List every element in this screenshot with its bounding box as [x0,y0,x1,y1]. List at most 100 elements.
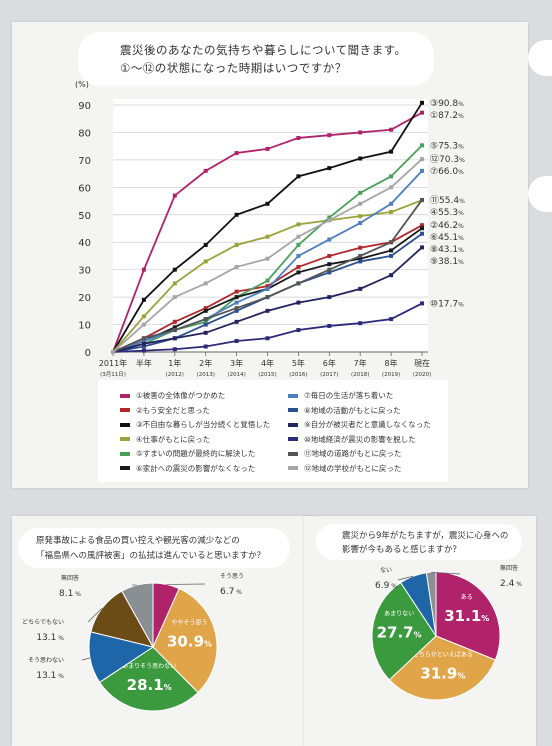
x-tick-label: 3年 [230,358,243,368]
x-tick-sublabel: (2016) [289,372,307,378]
x-tick-label: 半年 [136,358,152,368]
data-point [235,290,239,294]
data-point [296,281,300,285]
data-point [204,243,208,247]
series-marker: ① [430,111,438,121]
legend-entry: ⑦ 毎日の生活が落ち着いた [288,390,393,401]
question-text: 原発事故による食品の買い控えや観光客の減少などの [36,534,240,546]
legend-marker: ⑥ [136,464,143,473]
end-value-label: ⑪55.4% [430,195,465,206]
data-point [266,147,270,151]
legend-marker: ⑨ [304,420,311,429]
legend-entry: ② もう安全だと思った [120,405,210,416]
data-point [420,232,424,236]
data-point [266,295,270,299]
data-point [142,323,146,327]
legend-entry: ④ 仕事がもとに戻った [120,434,210,445]
data-point [296,270,300,274]
unit-label: % [458,210,464,217]
series-end-value: 46.2 [438,221,458,231]
series-end-value: 17.7 [438,299,458,309]
data-point [420,245,424,249]
end-value-label: ③90.8% [430,99,464,109]
legend-entry: ⑤ すまいの問題が最終的に解決した [120,448,255,459]
legend-label: 地域の学校がもとに戻った [312,463,402,474]
data-point [204,169,208,173]
x-tick-sublabel: (2017) [320,372,338,378]
unit-label: % [459,198,465,205]
legend-swatch [288,452,298,456]
y-tick-label: 70 [78,156,91,167]
legend-marker: ③ [136,420,143,429]
legend-marker: ② [136,406,143,415]
data-point [235,320,239,324]
legend-label: 地域の活動がもとに戻った [311,405,401,416]
data-point [389,254,393,258]
legend-label: もう安全だと思った [143,405,210,416]
question-text: 影響が今もあると感じますか？ [342,543,461,555]
x-tick-sublabel: (2018) [351,372,369,378]
data-point [235,306,239,310]
series-end-value: 43.1 [438,245,458,255]
y-tick-label: 40 [78,238,91,249]
series-marker: ⑥ [430,233,438,243]
unit-label: % [458,169,464,176]
series-marker: ⑩ [430,299,438,309]
series-end-value: 70.3 [439,155,459,165]
data-point [266,257,270,261]
series-end-value: 90.8 [438,99,458,109]
data-point [142,268,146,272]
series-marker: ② [430,221,438,231]
question-text: 「福島県への風評被害」の払拭は進んでいると思いますか？ [36,549,265,561]
data-point [327,166,331,170]
y-axis-label: (%) [75,80,89,89]
series-marker: ⑧ [430,245,438,255]
data-point [358,246,362,250]
data-point [358,130,362,134]
data-point [266,287,270,291]
x-tick-label: 5年 [292,358,305,368]
unit-label: % [458,259,464,266]
legend-label: 地域の道路がもとに戻った [312,448,402,459]
legend-swatch [288,423,298,427]
data-point [296,243,300,247]
data-point [358,191,362,195]
legend-entry: ⑩ 地域経済が震災の影響を脱した [288,434,416,445]
unit-label: % [458,223,464,230]
data-point [420,169,424,173]
legend-swatch [120,466,130,470]
data-point [266,279,270,283]
question-bubble-3: 震災から9年がたちますが，震災に心身への 影響が今もあると感じますか？ [316,524,522,560]
data-point [266,235,270,239]
data-point [327,133,331,137]
data-point [327,218,331,222]
legend-swatch [288,408,298,412]
legend-label: 毎日の生活が落ち着いた [311,390,394,401]
x-tick-sublabel: (3月11日) [100,371,126,378]
data-point [235,301,239,305]
data-point [235,339,239,343]
data-point [204,345,208,349]
y-tick-label: 80 [78,128,91,139]
legend-entry: ⑨ 自分が被災者だと意識しなくなった [288,419,431,430]
data-point [266,336,270,340]
unit-label: % [458,235,464,242]
data-point [173,328,177,332]
series-end-value: 75.3 [438,141,458,151]
legend-marker: ⑪ [304,448,312,459]
data-point [358,321,362,325]
series-marker: ⑫ [430,154,439,165]
data-point [358,221,362,225]
legend-marker: ⑫ [304,463,312,474]
legend-marker: ⑩ [304,435,311,444]
data-point [235,151,239,155]
legend-marker: ④ [136,435,143,444]
series-end-value: 55.4 [439,196,459,206]
legend-entry: ⑫ 地域の学校がもとに戻った [288,463,401,474]
data-point [327,268,331,272]
end-value-label: ⑫70.3% [430,154,465,165]
plot-area [113,99,428,352]
legend-swatch [120,394,130,398]
series-end-value: 55.3 [438,208,458,218]
